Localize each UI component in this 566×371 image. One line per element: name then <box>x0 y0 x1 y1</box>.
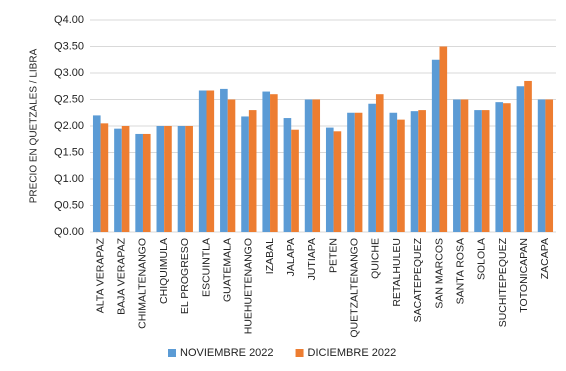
bar <box>114 128 122 232</box>
y-tick-label: Q1.00 <box>54 173 84 185</box>
legend-swatch <box>295 349 304 357</box>
bar <box>537 99 546 232</box>
bar <box>248 110 257 232</box>
bar <box>100 123 109 232</box>
bar <box>325 127 334 232</box>
bar <box>545 99 554 232</box>
bar <box>291 129 299 232</box>
bar <box>142 133 151 232</box>
bar <box>410 111 419 232</box>
bar <box>516 86 525 232</box>
bar <box>347 112 355 232</box>
legend-label: NOVIEMBRE 2022 <box>180 347 274 359</box>
bar <box>453 99 461 232</box>
x-tick-label: SAN MARCOS <box>433 238 445 309</box>
x-tick-label: RETALHULEU <box>391 238 403 307</box>
bar <box>121 126 130 232</box>
bar <box>389 112 398 232</box>
x-tick-label: PETEN <box>327 238 339 273</box>
x-tick-label: CHIMALTENANGO <box>137 238 149 329</box>
legend-label: DICIEMBRE 2022 <box>308 347 397 359</box>
x-tick-label: HUEHUETENANGO <box>243 238 255 334</box>
bar <box>304 99 313 232</box>
bar <box>354 112 363 232</box>
y-tick-label: Q3.50 <box>54 40 84 52</box>
legend-swatch <box>168 349 176 357</box>
y-tick-label: Q0.50 <box>54 199 84 211</box>
bar <box>503 103 511 233</box>
x-tick-label: SANTA ROSA <box>454 238 466 304</box>
bar <box>495 102 504 233</box>
x-tick-label: CHIQUIMULA <box>158 238 170 304</box>
x-tick-label: ESCUINTLA <box>200 238 212 297</box>
x-tick-label: ZACAPA <box>539 238 551 279</box>
x-tick-label: SACATEPEQUEZ <box>412 237 424 322</box>
x-tick-label: GUATEMALA <box>221 238 233 302</box>
bar <box>92 115 101 232</box>
x-tick-label: JALAPA <box>285 238 297 276</box>
bar <box>227 99 236 232</box>
y-tick-label: Q4.00 <box>54 14 84 26</box>
bar <box>524 80 532 232</box>
bar <box>241 116 249 232</box>
x-tick-label: QUETZALTENANGO <box>349 238 361 338</box>
bar <box>439 46 448 232</box>
bar <box>312 99 321 232</box>
x-tick-label: QUICHE <box>370 238 382 279</box>
bar <box>135 133 143 232</box>
bar <box>185 126 193 232</box>
x-tick-label: EL PROGRESO <box>179 238 191 314</box>
bar <box>418 110 426 232</box>
y-tick-label: Q2.00 <box>54 120 84 132</box>
y-axis-title: PRECIO EN QUETZALES / LIBRA <box>29 48 40 203</box>
bar <box>220 88 228 233</box>
bar <box>460 99 469 232</box>
x-tick-label: JUTIAPA <box>306 238 318 280</box>
bar <box>474 110 482 232</box>
bar <box>198 90 207 233</box>
bar <box>177 126 186 232</box>
x-tick-label: BAJA VERAPAZ <box>116 237 128 314</box>
bar <box>368 103 376 233</box>
bar <box>431 59 440 232</box>
bar <box>164 126 172 232</box>
y-tick-label: Q0.00 <box>54 226 84 238</box>
bar <box>397 119 405 232</box>
x-tick-label: TOTONICAPAN <box>518 238 530 313</box>
bar <box>206 90 215 233</box>
y-tick-label: Q3.00 <box>54 67 84 79</box>
bar <box>270 94 278 232</box>
bar <box>283 118 292 232</box>
bar <box>481 110 490 232</box>
x-tick-label: ALTA VERAPAZ <box>94 237 106 313</box>
x-tick-label: IZABAL <box>264 238 276 274</box>
x-tick-label: SOLOLA <box>476 238 488 280</box>
y-tick-label: Q2.50 <box>54 93 84 105</box>
bar <box>333 131 342 232</box>
bar <box>375 94 384 232</box>
x-tick-label: SUCHITEPEQUEZ <box>497 237 509 327</box>
bar <box>262 91 271 232</box>
bar <box>156 126 165 232</box>
y-tick-label: Q1.50 <box>54 146 84 158</box>
